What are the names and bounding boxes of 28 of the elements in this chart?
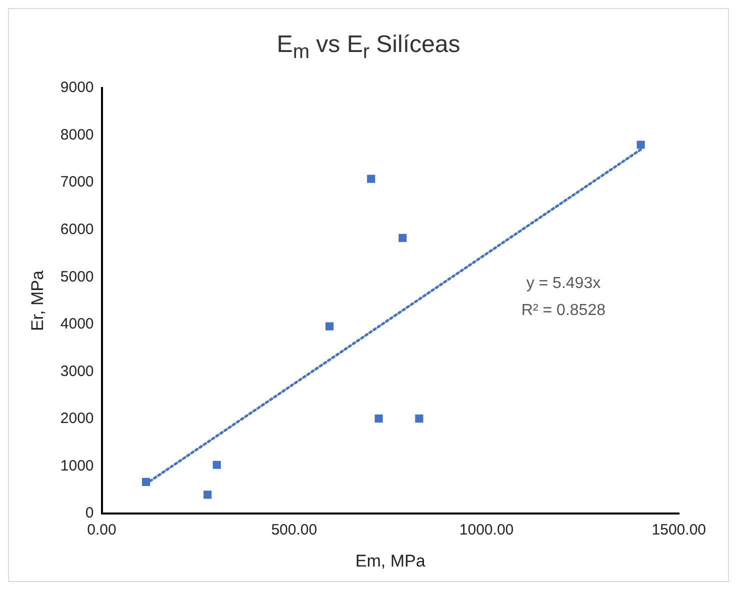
x-tick-label: 1500.00	[652, 522, 706, 539]
x-tick-label: 1000.00	[459, 522, 514, 539]
x-tick-label: 0.00	[87, 522, 116, 539]
annotation: y = 5.493x	[526, 275, 601, 292]
y-tick-label: 0	[85, 504, 94, 522]
chart-title: E$_{m}$ vs E$_{r}$ Silíceas	[276, 31, 462, 65]
point	[415, 414, 424, 423]
point	[142, 478, 150, 486]
annotation: R² = 0.8528	[521, 302, 606, 320]
y-tick-label: 6000	[60, 221, 94, 238]
y-tick-label: 8000	[60, 126, 94, 144]
y-tick-label: 2000	[60, 410, 94, 428]
point	[636, 140, 645, 149]
point	[367, 174, 376, 183]
point	[212, 460, 221, 469]
y-tick-label: 1000	[60, 457, 94, 474]
x-axis-title: Em, MPa	[355, 551, 426, 570]
x-tick-label: 500.00	[271, 522, 318, 539]
y-tick-label: 7000	[60, 174, 94, 191]
y-tick-label: 3000	[60, 362, 94, 380]
point	[326, 322, 334, 330]
y-axis-title: Er, MPa	[28, 270, 47, 332]
point	[204, 490, 212, 499]
point	[374, 414, 383, 423]
y-tick-label: 4000	[60, 316, 94, 333]
y-tick-label: 5000	[60, 268, 94, 286]
point	[398, 234, 407, 242]
y-tick-label: 9000	[60, 79, 94, 96]
